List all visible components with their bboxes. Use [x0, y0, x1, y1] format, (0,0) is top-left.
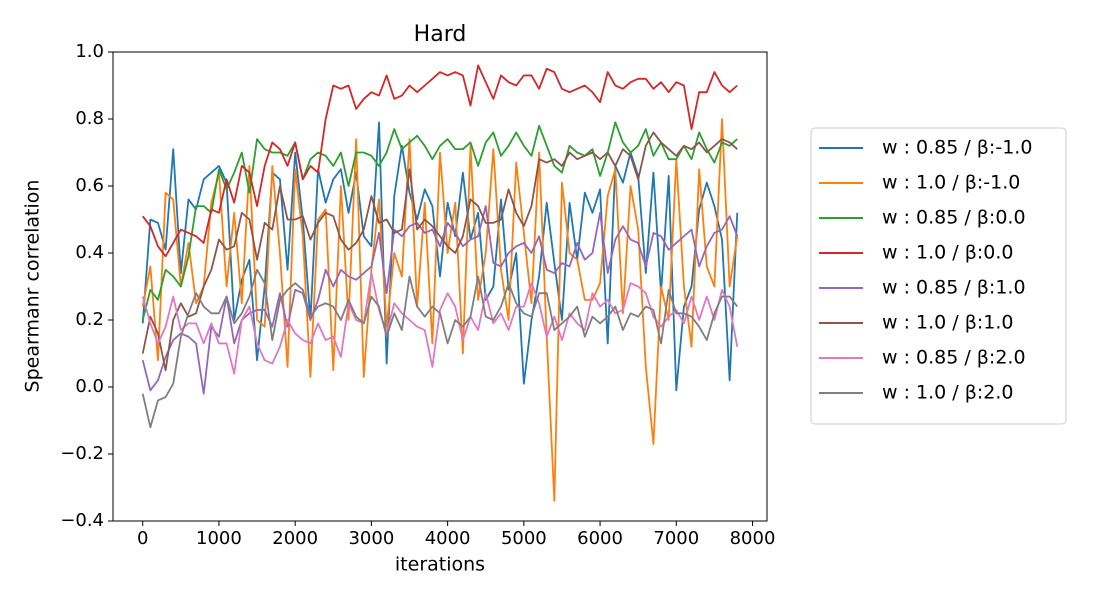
legend-box — [810, 127, 1067, 425]
x-tick-label: 3000 — [348, 528, 394, 549]
y-axis-label: Spearmanr correlation — [22, 180, 44, 393]
y-tick-label: 0.0 — [75, 376, 104, 397]
series-line — [141, 272, 739, 375]
legend-label: w : 1.0 / β:2.0 — [882, 382, 1013, 404]
series-line — [141, 118, 739, 502]
legend-label: w : 1.0 / β:1.0 — [882, 312, 1013, 334]
legend-label: w : 1.0 / β:0.0 — [882, 242, 1013, 264]
legend-label: w : 0.85 / β:2.0 — [882, 347, 1026, 369]
y-tick-label: 0.2 — [75, 309, 104, 330]
y-tick-label: 0.4 — [75, 242, 104, 263]
legend: w : 0.85 / β:-1.0 w : 1.0 / β:-1.0 w : 0.8… — [810, 127, 1067, 425]
legend-label: w : 0.85 / β:1.0 — [882, 277, 1026, 299]
x-tick-label: 5000 — [501, 528, 547, 549]
x-tick-label: 7000 — [653, 528, 699, 549]
plot-lines — [141, 64, 739, 502]
series-line — [142, 64, 738, 258]
x-tick-label: 1000 — [196, 528, 242, 549]
legend-label: w : 1.0 / β:-1.0 — [882, 172, 1020, 194]
y-tick-label: 1.0 — [75, 41, 104, 62]
x-tick-label: 8000 — [730, 528, 776, 549]
series-line — [141, 121, 738, 321]
y-tick-label: 0.6 — [75, 175, 104, 196]
x-tick-label: 4000 — [425, 528, 471, 549]
series-line — [141, 268, 738, 429]
x-tick-label: 6000 — [577, 528, 623, 549]
x-tick-label: 0 — [137, 528, 148, 549]
legend-label: w : 0.85 / β:0.0 — [882, 207, 1026, 229]
y-tick-label: −0.4 — [60, 510, 104, 531]
y-tick-label: 0.8 — [75, 108, 104, 129]
x-axis-label: iterations — [395, 554, 485, 576]
chart-title: Hard — [414, 22, 467, 47]
y-tick-label: −0.2 — [60, 443, 104, 464]
series-line — [141, 131, 738, 372]
plot-frame — [112, 51, 768, 522]
x-tick-label: 2000 — [272, 528, 318, 549]
legend-label: w : 0.85 / β:-1.0 — [882, 137, 1032, 159]
